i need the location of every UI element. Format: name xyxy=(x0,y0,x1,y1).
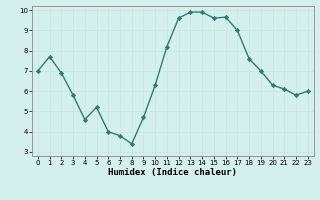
X-axis label: Humidex (Indice chaleur): Humidex (Indice chaleur) xyxy=(108,168,237,177)
